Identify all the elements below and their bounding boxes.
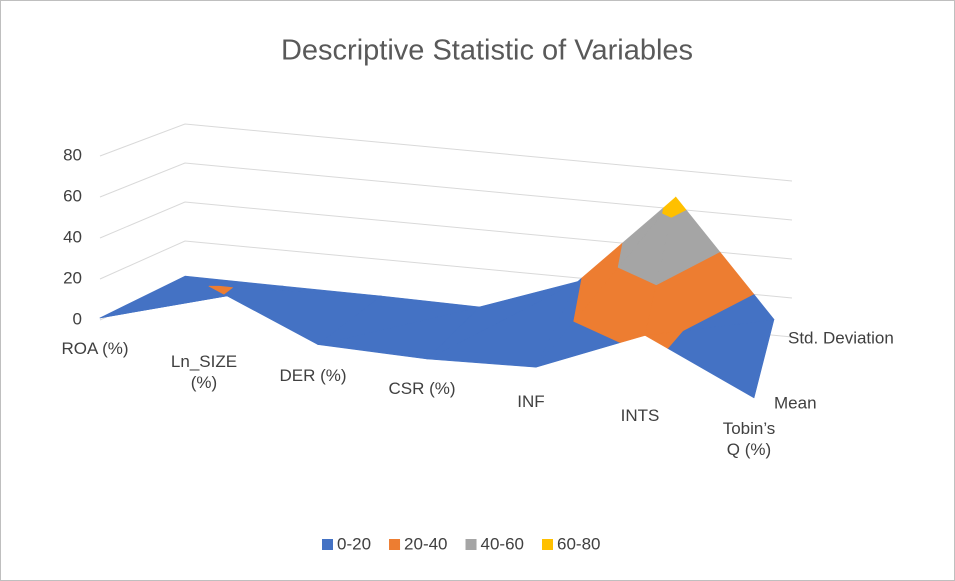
surface-facet	[644, 251, 755, 336]
x-tick-label: CSR (%)	[388, 379, 456, 398]
x-tick-label: Tobin’s Q (%)	[722, 419, 776, 459]
surface-facet	[317, 295, 480, 345]
legend-label: 0-20	[337, 534, 371, 553]
grid-line	[99, 201, 793, 260]
chart-title: Descriptive Statistic of Variables	[281, 35, 693, 67]
legend-swatch	[389, 539, 401, 550]
y-tick-label: 20	[63, 268, 82, 287]
legend-swatch	[465, 539, 477, 550]
surface-facet	[208, 285, 233, 288]
surface-facet	[662, 196, 677, 214]
surface-facet	[670, 196, 687, 218]
series-label: Std. Deviation	[788, 328, 894, 347]
y-tick-label: 0	[73, 309, 82, 328]
legend-swatch	[542, 539, 553, 550]
legend-swatch	[322, 539, 333, 550]
x-tick-label: ROA (%)	[61, 339, 129, 358]
grid-line	[99, 162, 793, 221]
legend-label: 20-40	[404, 534, 447, 553]
x-tick-label: Ln_SIZE (%)	[170, 352, 238, 393]
surface-facet	[667, 319, 775, 399]
x-tick-label: DER (%)	[279, 365, 347, 385]
x-tick-label: INF	[517, 392, 545, 412]
x-tick-label: INTS	[620, 405, 660, 425]
y-tick-label: 80	[63, 145, 82, 164]
legend-label: 40-60	[481, 534, 524, 553]
y-tick-label: 60	[63, 186, 82, 205]
y-tick-label: 40	[63, 227, 82, 246]
legend-label: 60-80	[557, 534, 600, 553]
surface-facet	[426, 281, 579, 360]
grid-line	[99, 123, 793, 182]
series-label: Mean	[774, 393, 817, 412]
